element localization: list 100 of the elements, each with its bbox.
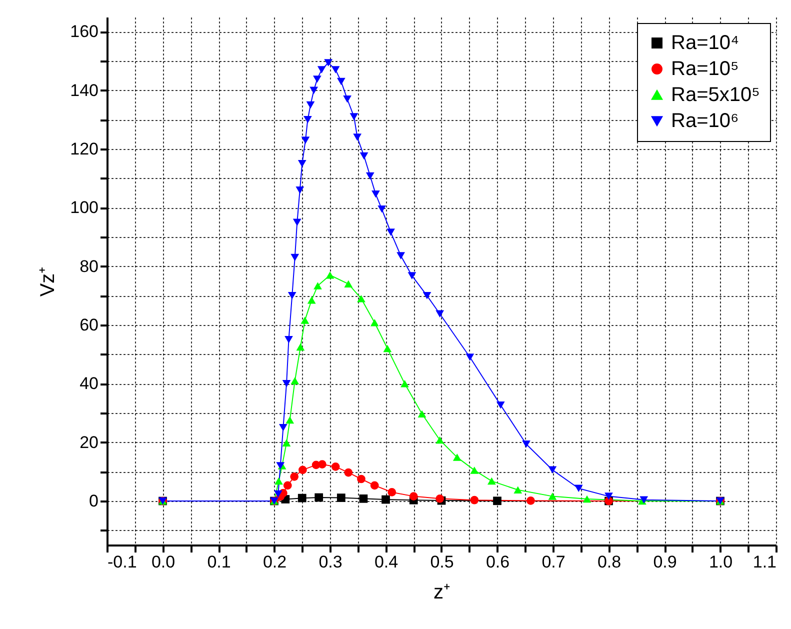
y-tick-label: 160 xyxy=(70,22,98,42)
point xyxy=(400,380,409,388)
point xyxy=(548,466,557,474)
point xyxy=(436,436,444,444)
point xyxy=(298,494,306,502)
point xyxy=(357,474,366,484)
point xyxy=(298,466,307,474)
x-tick-label: 0.9 xyxy=(653,552,677,572)
point xyxy=(604,492,613,500)
point xyxy=(396,252,405,260)
point xyxy=(526,496,535,505)
y-tick-label: 80 xyxy=(80,256,98,276)
point xyxy=(286,416,294,424)
point xyxy=(283,481,292,490)
point xyxy=(370,319,379,326)
point xyxy=(522,440,530,448)
x-axis-title: z⁺ xyxy=(434,582,450,604)
point xyxy=(436,310,444,318)
x-tick-label: 0.7 xyxy=(542,552,566,572)
point xyxy=(314,493,324,502)
point xyxy=(326,272,334,279)
x-tick-label: -0.1 xyxy=(108,552,137,572)
point xyxy=(378,206,386,213)
point xyxy=(422,292,432,300)
legend-label: Ra=10⁶ xyxy=(671,110,739,132)
x-tick-label: 0.5 xyxy=(430,552,454,572)
point xyxy=(366,172,374,180)
point xyxy=(487,477,496,485)
point xyxy=(304,116,312,124)
point xyxy=(274,490,282,498)
point xyxy=(284,336,293,344)
y-tick-label: 0 xyxy=(89,492,98,510)
point xyxy=(318,460,326,469)
point xyxy=(470,496,479,504)
point xyxy=(290,472,299,481)
point xyxy=(344,280,353,288)
y-axis-title: Vz⁺ xyxy=(37,266,60,297)
x-tick-label: 0.1 xyxy=(207,552,231,572)
point xyxy=(282,439,291,447)
y-tick-label: 120 xyxy=(70,140,98,158)
point xyxy=(317,66,326,74)
point xyxy=(336,494,346,502)
point xyxy=(301,136,310,144)
point xyxy=(331,462,340,471)
x-tick-label: 1.1 xyxy=(752,552,776,572)
point xyxy=(372,190,380,198)
point xyxy=(306,101,315,109)
point xyxy=(418,410,426,418)
point xyxy=(408,272,416,280)
point xyxy=(331,66,340,74)
point xyxy=(409,492,418,500)
point xyxy=(274,477,283,485)
x-tick-label: 0.8 xyxy=(597,552,622,572)
point xyxy=(312,76,322,83)
x-tick-label: 0.6 xyxy=(486,552,510,572)
point xyxy=(343,96,352,103)
point xyxy=(359,494,368,503)
point xyxy=(298,160,306,168)
point xyxy=(292,218,302,226)
point xyxy=(282,380,291,388)
point xyxy=(357,294,366,302)
point xyxy=(574,484,583,492)
point xyxy=(314,282,322,290)
point xyxy=(290,254,300,262)
point xyxy=(296,186,304,194)
point xyxy=(360,152,368,160)
point xyxy=(470,466,479,474)
point xyxy=(496,401,505,409)
point xyxy=(466,354,474,361)
point xyxy=(307,296,316,304)
x-tick-label: 0.2 xyxy=(262,552,287,572)
legend-label: Ra=10⁴ xyxy=(671,32,740,54)
point xyxy=(350,113,358,120)
x-tick-label: 0.4 xyxy=(374,552,398,572)
point xyxy=(296,343,305,351)
y-tick-label: 100 xyxy=(70,198,98,218)
legend-label: Ra=5x10⁵ xyxy=(671,84,760,106)
point xyxy=(278,424,288,432)
point xyxy=(290,377,300,384)
point xyxy=(383,344,392,352)
point xyxy=(452,454,462,461)
legend-label: Ra=10⁵ xyxy=(671,58,739,80)
point xyxy=(336,78,346,86)
x-tick-label: 0.0 xyxy=(151,552,176,572)
point xyxy=(370,481,379,490)
point xyxy=(300,316,310,324)
point xyxy=(382,495,390,504)
y-tick-label: 40 xyxy=(80,374,98,394)
point xyxy=(493,496,502,506)
point xyxy=(288,292,296,300)
point xyxy=(582,495,592,503)
point xyxy=(386,228,395,236)
point xyxy=(344,468,353,477)
y-tick-label: 20 xyxy=(80,432,98,452)
point xyxy=(324,59,333,66)
point xyxy=(514,486,522,494)
point xyxy=(353,134,362,141)
y-tick-label: 60 xyxy=(80,316,98,334)
x-tick-label: 1.0 xyxy=(708,552,733,572)
point xyxy=(388,488,396,496)
